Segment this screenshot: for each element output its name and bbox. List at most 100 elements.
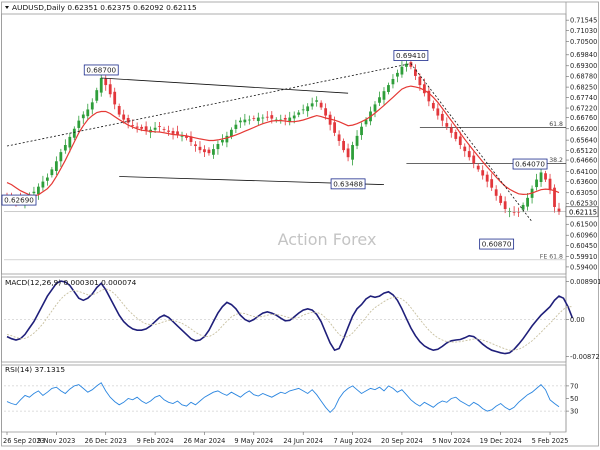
price-annotation-label: 0.60870 [482,240,512,249]
price-tick-label: 0.69840 [570,51,597,59]
candle-body [108,84,112,95]
candle-body [463,146,467,152]
candle-body [297,112,301,115]
candle-body [396,72,399,77]
candle-body [54,161,58,172]
candle-body [216,144,220,150]
rsi-tick-label: 50 [570,395,578,403]
candle-body [405,63,408,67]
candle-body [445,123,449,127]
rsi-tick-label: 70 [570,382,578,390]
x-tick-label: 26 Mar 2024 [184,437,226,445]
candle-body [86,109,90,117]
candle-body [99,77,103,93]
candle-body [229,129,233,137]
candle-body [189,136,193,142]
price-annotation-box [83,64,119,76]
candle-body [436,108,440,116]
candle-body [378,97,381,103]
candle-body [355,135,359,146]
price-tick-label: 0.69300 [570,62,597,70]
macd-tick-label: 0.008901 [570,278,600,286]
candle-body [140,126,144,129]
price-tick-label: 0.61500 [570,221,597,229]
candle-body [319,102,323,108]
candle-body [122,114,126,120]
candle-body [458,136,462,146]
price-title: AUDUSD,Daily 0.62351 0.62375 0.62092 0.6… [12,3,197,12]
x-tick-label: 9 May 2024 [234,437,273,445]
candle-body [212,149,215,155]
candle-body [243,119,247,123]
price-annotation-box [479,238,515,250]
x-tick-label: 24 Jun 2024 [283,437,323,445]
candle-body [413,69,417,76]
watermark: Action Forex [278,230,377,249]
candle-body [301,109,305,111]
candle-body [95,90,99,101]
fib-label-38.2: 38.2 [549,157,563,164]
candle-body [548,178,552,191]
dotted-decline-line [410,63,533,223]
candle-body [400,66,404,75]
candle-body [346,148,350,158]
candle-body [342,140,345,151]
candle-body [324,108,328,116]
fib-label-61.8: 61.8 [549,121,563,128]
candle-body [265,116,269,118]
candle-body [539,172,543,182]
candle-body [364,119,368,125]
price-tick-label: 0.60450 [570,242,597,250]
candle-body [270,115,274,119]
candle-body [553,187,556,207]
current-price-label: 0.62115 [569,208,597,216]
price-annotation-box [512,158,548,170]
candle-body [234,124,238,129]
macd-tick-label: -0.008729 [570,353,600,361]
candle-body [59,152,63,162]
candle-body [333,122,337,133]
rsi-title: RSI(14) 37.1315 [5,365,65,374]
upper-channel-line [101,77,349,94]
current-price-box [565,206,599,218]
candle-body [162,129,166,130]
candle-body [418,76,422,86]
candle-body [50,169,54,176]
price-tick-label: 0.71545 [570,17,597,25]
candle-body [153,127,157,130]
candle-body [158,126,161,127]
candle-body [454,132,458,139]
candle-body [104,78,108,86]
price-tick-label: 0.59400 [570,263,597,271]
candle-body [90,102,94,110]
candle-body [225,135,229,143]
candle-body [476,165,480,170]
candle-body [185,135,188,138]
price-tick-label: 0.65640 [570,137,597,145]
price-annotation-label: 0.68700 [86,66,116,75]
candle-body [167,130,170,132]
price-tick-label: 0.66200 [570,125,597,133]
x-tick-label: 9 Feb 2024 [137,437,174,445]
candle-body [72,128,76,138]
candle-body [135,126,139,128]
x-tick-label: 20 Sep 2024 [381,437,423,445]
candle-body [409,62,413,67]
candle-body [387,85,390,92]
price-annotation-box [330,178,366,190]
candle-body [117,106,121,115]
price-annotation-label: 0.63488 [333,179,363,188]
price-tick-label: 0.62530 [570,200,597,208]
x-tick-label: 26 Dec 2023 [85,437,127,445]
candle-body [306,106,310,112]
candle-body [337,134,341,141]
price-annotation-label: 0.69410 [396,51,426,60]
candle-body [427,90,431,102]
candle-body [238,120,242,123]
candle-body [288,117,292,123]
candle-body [144,126,148,131]
x-tick-label: 26 Sep 2023 [3,437,45,445]
candle-body [440,113,444,121]
x-tick-label: 19 Dec 2024 [480,437,522,445]
